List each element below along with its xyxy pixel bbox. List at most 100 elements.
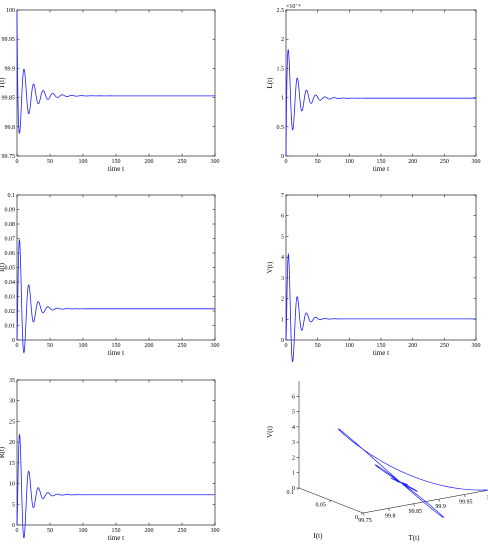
y-axis-label: I(t) <box>314 532 324 540</box>
y-tick-label: 4 <box>281 255 284 261</box>
x-tick-label: 200 <box>408 343 417 349</box>
z-tick-label: 4 <box>292 425 295 431</box>
x-tick-label: 250 <box>440 343 449 349</box>
y-tick-label: 0.1 <box>287 490 295 496</box>
x-axis-label: T(t) <box>409 534 421 542</box>
y-tick-label: 0.08 <box>5 222 16 228</box>
x-axis-label: time t <box>108 165 124 173</box>
x-tick-label: 99.9 <box>435 504 446 510</box>
x-tick-label: 150 <box>112 343 121 349</box>
subplot-1: 0 50 100 150 200 250 300 99.75 99.8 99.85 99.9 99.9… <box>0 8 220 173</box>
x-tick-label: 0 <box>16 528 19 534</box>
x-tick-mark <box>362 512 365 516</box>
z-tick-label: 3 <box>292 440 295 446</box>
y-tick-label: 1 <box>281 317 284 323</box>
y-tick-label: 0.02 <box>5 309 16 315</box>
x-tick-mark <box>387 508 390 512</box>
y-tick-label: 99.75 <box>2 154 16 160</box>
y-tick-label: 100 <box>6 8 15 14</box>
y-axis-label: L(t) <box>266 77 274 89</box>
x-tick-label: 50 <box>315 343 321 349</box>
x-tick-label: 0 <box>285 159 288 165</box>
plot-frame <box>16 9 216 157</box>
y-tick-label: 0.5 <box>277 125 285 131</box>
plot-frame <box>285 9 477 157</box>
x-tick-label: 300 <box>472 343 481 349</box>
y-tick-label: 0 <box>281 154 284 160</box>
x-tick-label: 300 <box>211 528 220 534</box>
y-tick-label: 0.01 <box>5 324 16 330</box>
x-tick-label: 99.75 <box>358 518 372 524</box>
x-tick-label: 300 <box>211 343 220 349</box>
trajectory-line <box>338 428 488 518</box>
x-tick-label: 0 <box>16 159 19 165</box>
x-axis-label: time t <box>108 534 124 542</box>
x-tick-label: 100 <box>79 528 88 534</box>
series-line <box>16 9 215 134</box>
z-tick-label: 2 <box>292 455 295 461</box>
x-tick-mark <box>438 499 441 502</box>
x-tick-label: 250 <box>178 159 187 165</box>
x-tick-label: 50 <box>47 159 53 165</box>
x-tick-label: 250 <box>440 159 449 165</box>
axis-multiplier: ×10⁻⁴ <box>286 4 301 10</box>
z-tick-label: 6 <box>292 394 295 400</box>
subplot-3: 0 50 100 150 200 250 300 0 0.01 0.02 0.03 0.04 0.05 0… <box>0 193 220 357</box>
y-tick-label: 99.85 <box>2 96 16 102</box>
z-tick-label: 0 <box>292 486 295 492</box>
series-line <box>16 433 215 539</box>
y-tick-label: 0.07 <box>5 237 16 243</box>
y-tick-label: 0.06 <box>5 251 16 257</box>
x-tick-mark <box>463 494 466 498</box>
x-tick-label: 100 <box>345 343 354 349</box>
z-tick-label: 1 <box>292 471 295 477</box>
x-tick-label: 200 <box>145 528 154 534</box>
x-tick-label: 300 <box>472 159 481 165</box>
x-tick-label: 200 <box>145 343 154 349</box>
subplot-3d: 99.7599.899.8599.999.9510000.050.1012345… <box>266 381 488 542</box>
x-tick-label: 250 <box>178 343 187 349</box>
x-tick-label: 50 <box>47 343 53 349</box>
x-tick-label: 300 <box>211 159 220 165</box>
x-axis-label: time t <box>373 349 389 357</box>
x-axis-label: time t <box>373 165 389 173</box>
y-tick-label: 0.05 <box>5 266 16 272</box>
series-line <box>16 239 215 354</box>
y-tick-label: 0 <box>12 338 15 344</box>
y-tick-label: 0.09 <box>5 208 16 214</box>
x-tick-label: 99.95 <box>459 500 473 506</box>
x-tick-mark <box>413 503 416 507</box>
x-tick-label: 50 <box>47 528 53 534</box>
z-axis-label: V(t) <box>266 426 274 438</box>
x-tick-label: 150 <box>377 159 386 165</box>
y-tick-label: 5 <box>12 502 15 508</box>
x-tick-label: 99.8 <box>385 513 396 519</box>
x-tick-label: 100 <box>487 495 488 501</box>
x-tick-label: 150 <box>377 343 386 349</box>
y-axis-label: T(t) <box>0 77 6 89</box>
y-axis-label: I(t) <box>0 262 6 272</box>
y-tick-label: 2 <box>281 297 284 303</box>
x-tick-label: 100 <box>345 159 354 165</box>
x-tick-label: 150 <box>112 159 121 165</box>
y-tick-label: 7 <box>281 193 284 199</box>
y-tick-label: 99.9 <box>5 66 16 72</box>
x-tick-label: 99.85 <box>409 509 423 515</box>
y-tick-label: 5 <box>281 234 284 240</box>
y-tick-label: 0.1 <box>8 193 16 199</box>
y-tick-label: 0.04 <box>5 280 16 286</box>
y-tick-label: 0.05 <box>316 503 327 509</box>
x-tick-label: 0 <box>16 343 19 349</box>
y-tick-label: 1 <box>281 96 284 102</box>
z-tick-label: 5 <box>292 410 295 416</box>
x-axis-label: time t <box>108 349 124 357</box>
y-tick-label: 10 <box>9 482 15 488</box>
y-tick-label: 3 <box>281 276 284 282</box>
x-tick-label: 0 <box>285 343 288 349</box>
x-tick-label: 250 <box>178 528 187 534</box>
x-tick-label: 200 <box>145 159 154 165</box>
x-tick-label: 100 <box>79 343 88 349</box>
x-tick-label: 200 <box>408 159 417 165</box>
y-tick-label: 2.5 <box>277 8 285 14</box>
plot-frame <box>16 194 216 341</box>
